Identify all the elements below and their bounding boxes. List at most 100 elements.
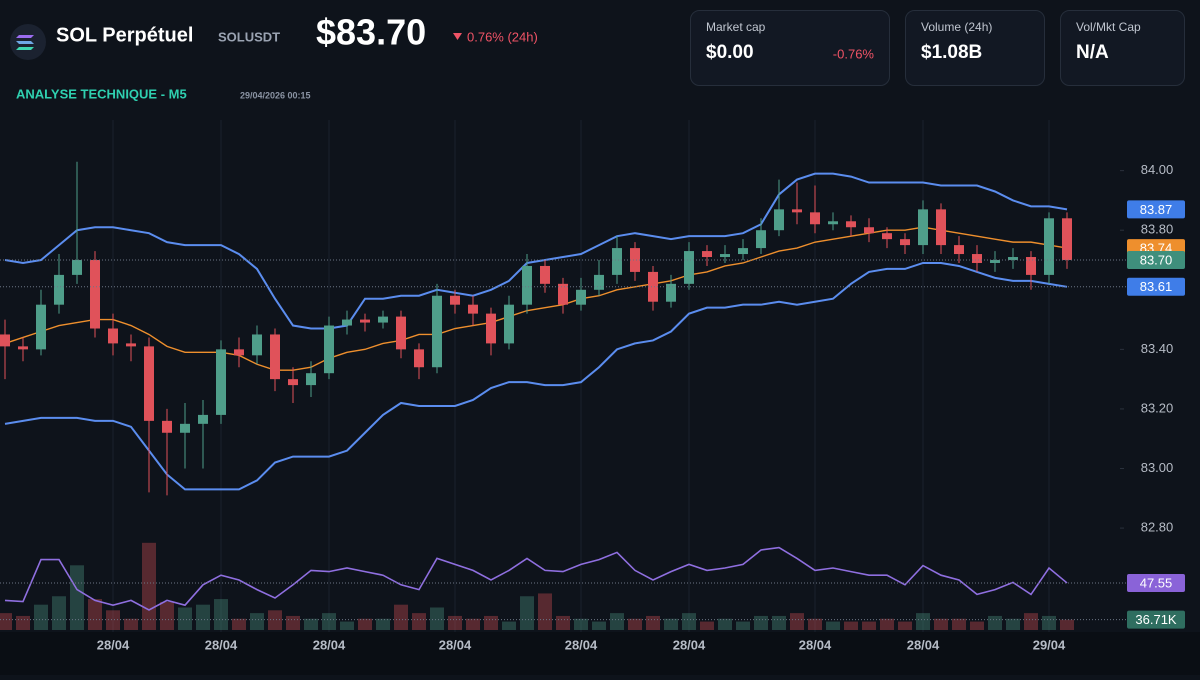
- candle-body: [54, 274, 64, 305]
- x-tick-label: 28/04: [907, 637, 940, 652]
- candle-body: [270, 334, 280, 380]
- marker-label: 83.87: [1140, 202, 1173, 217]
- volume-bar: [70, 565, 84, 630]
- volume-bar: [700, 621, 714, 630]
- candle-body: [360, 319, 370, 323]
- time-axis-strip: [0, 632, 1200, 675]
- candle-body: [864, 227, 874, 234]
- marker-box: [1127, 251, 1185, 269]
- band-lower: [4, 261, 1068, 491]
- logo-stripe: [16, 41, 34, 44]
- rsi-line: [4, 546, 1068, 611]
- candle-body: [648, 271, 658, 302]
- band-middle: [4, 226, 1068, 371]
- volume-bar: [304, 618, 318, 630]
- stat-card: [690, 10, 890, 86]
- stat-value: $0.00: [706, 42, 754, 63]
- volume-bar: [898, 621, 912, 630]
- stat-cards: Market cap $0.00 -0.76% Volume (24h) $1.…: [690, 10, 1185, 86]
- volume-bar: [430, 607, 444, 630]
- marker-box: [1127, 277, 1185, 296]
- y-tick-label: 83.20: [1141, 400, 1174, 415]
- volume-bar: [286, 615, 300, 630]
- volume-bar: [520, 596, 534, 630]
- candle-body: [162, 420, 172, 433]
- candle-body: [126, 343, 136, 347]
- candle-body: [990, 260, 1000, 263]
- marker-label: 47.55: [1140, 575, 1173, 590]
- candle-body: [576, 289, 586, 305]
- volume-bar: [466, 618, 480, 630]
- y-tick-label: 82.80: [1141, 520, 1174, 535]
- stat-card: [1060, 10, 1185, 86]
- volume-bar: [52, 596, 66, 630]
- volume-bar: [934, 618, 948, 630]
- volume-bar: [1060, 619, 1074, 630]
- volume-bar: [844, 621, 858, 630]
- candle-body: [36, 304, 46, 350]
- candle-body: [234, 349, 244, 356]
- candle-body: [774, 209, 784, 231]
- candle-body: [342, 319, 352, 326]
- volume-bar: [790, 613, 804, 630]
- volume-bar: [0, 613, 12, 630]
- stat-label: Market cap: [706, 20, 766, 34]
- candle-body: [198, 414, 208, 424]
- volume-bar: [196, 604, 210, 630]
- volume-bar: [628, 618, 642, 630]
- volume-bar: [538, 593, 552, 630]
- volume-bar: [376, 618, 390, 630]
- volume-bar: [718, 618, 732, 630]
- symbol: SOLUSDT: [218, 29, 280, 44]
- volume-bar: [34, 604, 48, 630]
- candle-body: [540, 265, 550, 284]
- volume-bar: [592, 621, 606, 630]
- candle-body: [558, 283, 568, 305]
- x-tick-label: 28/04: [799, 637, 832, 652]
- volume-bar: [16, 615, 30, 630]
- candle-body: [144, 346, 154, 421]
- volume-bar: [142, 542, 156, 630]
- volume-bar: [682, 613, 696, 630]
- candle-body: [1026, 257, 1036, 275]
- volume-bar: [250, 613, 264, 630]
- volume-bar: [268, 610, 282, 630]
- x-tick-label: 28/04: [313, 637, 346, 652]
- band-upper: [4, 172, 1068, 330]
- volume-bar: [340, 621, 354, 630]
- marker-label: 83.70: [1140, 252, 1173, 267]
- volume-bar: [106, 610, 120, 630]
- analysis-title: ANALYSE TECHNIQUE - M5: [16, 86, 187, 101]
- volume-bar: [1042, 615, 1056, 630]
- candle-body: [792, 209, 802, 213]
- volume-bar: [826, 621, 840, 630]
- candle-body: [630, 248, 640, 272]
- candle-body: [954, 245, 964, 255]
- x-tick-label: 28/04: [205, 637, 238, 652]
- volume-bar: [412, 613, 426, 630]
- candle-body: [918, 209, 928, 246]
- candle-body: [504, 304, 514, 344]
- candle-body: [18, 346, 28, 350]
- marker-label: 36.71K: [1135, 612, 1177, 627]
- volume-bar: [394, 604, 408, 630]
- candle-body: [612, 248, 622, 275]
- candle-body: [378, 316, 388, 323]
- marker-box: [1127, 610, 1185, 629]
- candle-body: [108, 328, 118, 344]
- candle-body: [396, 316, 406, 350]
- candle-body: [522, 265, 532, 305]
- volume-bar: [736, 621, 750, 630]
- price: $83.70: [316, 12, 426, 53]
- volume-bar: [88, 599, 102, 630]
- y-tick-label: 83.80: [1141, 222, 1174, 237]
- plot-area: 28/04 28/04 28/04 28/04 28/04 28/04 28/04 28/04…: [0, 120, 1185, 652]
- y-tick-label: 84.00: [1141, 162, 1174, 177]
- volume-bar: [1024, 613, 1038, 630]
- candle-body: [666, 283, 676, 302]
- candle-body: [0, 334, 10, 347]
- candle-body: [1008, 257, 1018, 260]
- candle-body: [738, 248, 748, 255]
- candle-body: [594, 274, 604, 290]
